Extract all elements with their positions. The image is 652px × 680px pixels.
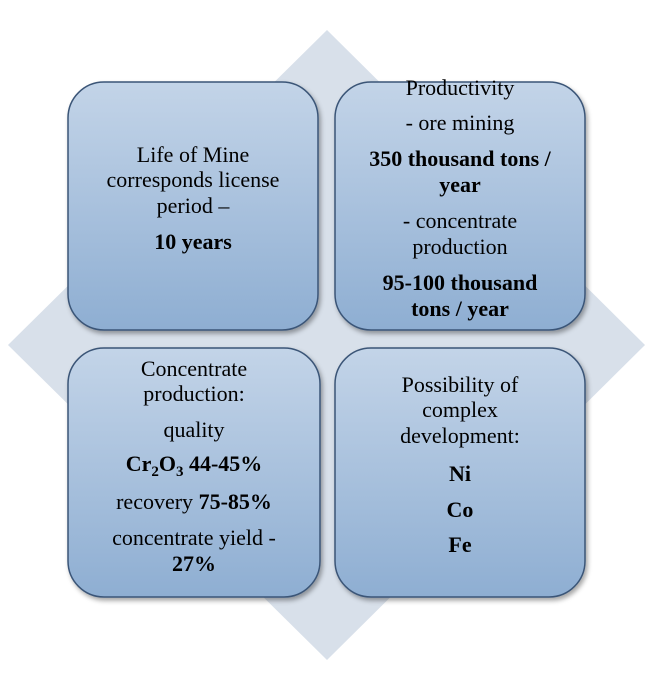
- text-segment: complex: [422, 397, 498, 422]
- box-line: corresponds license: [107, 167, 280, 192]
- box-line: Ni: [449, 461, 471, 486]
- text-segment: Concentrate: [141, 356, 247, 381]
- box-line: 350 thousand tons /: [369, 146, 551, 171]
- text-segment: recovery: [116, 489, 198, 514]
- info-box: [67, 81, 319, 331]
- text-segment: Possibility of: [402, 372, 519, 397]
- box-line: development:: [400, 423, 520, 448]
- text-segment: Cr: [126, 451, 152, 476]
- box-line: Co: [447, 497, 474, 522]
- info-box: [67, 347, 321, 598]
- box-line: 10 years: [154, 229, 232, 254]
- box-line: year: [439, 172, 481, 197]
- text-segment: tons / year: [411, 296, 509, 321]
- text-segment: Productivity: [406, 75, 515, 100]
- box-line: - ore mining: [406, 110, 515, 135]
- text-segment: production: [412, 234, 507, 259]
- text-segment: period –: [157, 193, 231, 218]
- box-line: Fe: [448, 532, 471, 557]
- box-line: Possibility of: [402, 372, 519, 397]
- text-segment: 95-100 thousand: [383, 270, 538, 295]
- text-segment: Co: [447, 497, 474, 522]
- text-segment: Fe: [448, 532, 471, 557]
- text-segment: 350 thousand tons /: [369, 146, 551, 171]
- box-line: Productivity: [406, 75, 515, 100]
- box-line: tons / year: [411, 296, 509, 321]
- text-segment: Ni: [449, 461, 471, 486]
- box-line: Life of Mine: [137, 142, 249, 167]
- box-line: 27%: [172, 551, 216, 576]
- box-line: recovery 75-85%: [116, 489, 272, 514]
- box-line: Cr2O3 44-45%: [126, 451, 263, 480]
- text-segment: 10 years: [154, 229, 232, 254]
- info-box: [334, 347, 586, 598]
- text-segment: corresponds license: [107, 167, 280, 192]
- text-segment: development:: [400, 423, 520, 448]
- text-segment: concentrate yield -: [112, 525, 276, 550]
- box-line: production:: [143, 381, 244, 406]
- text-segment: 75-85%: [199, 489, 272, 514]
- box-line: Concentrate: [141, 356, 247, 381]
- box-line: 95-100 thousand: [383, 270, 538, 295]
- text-segment: year: [439, 172, 481, 197]
- box-line: period –: [157, 193, 231, 218]
- text-segment: production:: [143, 381, 244, 406]
- text-segment: quality: [163, 417, 224, 442]
- text-segment: O: [159, 451, 176, 476]
- box-line: quality: [163, 417, 224, 442]
- box-line: concentrate yield -: [112, 525, 276, 550]
- info-box: [334, 81, 586, 331]
- box-line: production: [412, 234, 507, 259]
- box-line: complex: [422, 397, 498, 422]
- text-segment: - concentrate: [403, 208, 517, 233]
- text-segment: 2: [151, 464, 159, 480]
- text-segment: 44-45%: [183, 451, 262, 476]
- box-line: - concentrate: [403, 208, 517, 233]
- text-segment: 27%: [172, 551, 216, 576]
- text-segment: Life of Mine: [137, 142, 249, 167]
- text-segment: 3: [176, 464, 184, 480]
- text-segment: - ore mining: [406, 110, 515, 135]
